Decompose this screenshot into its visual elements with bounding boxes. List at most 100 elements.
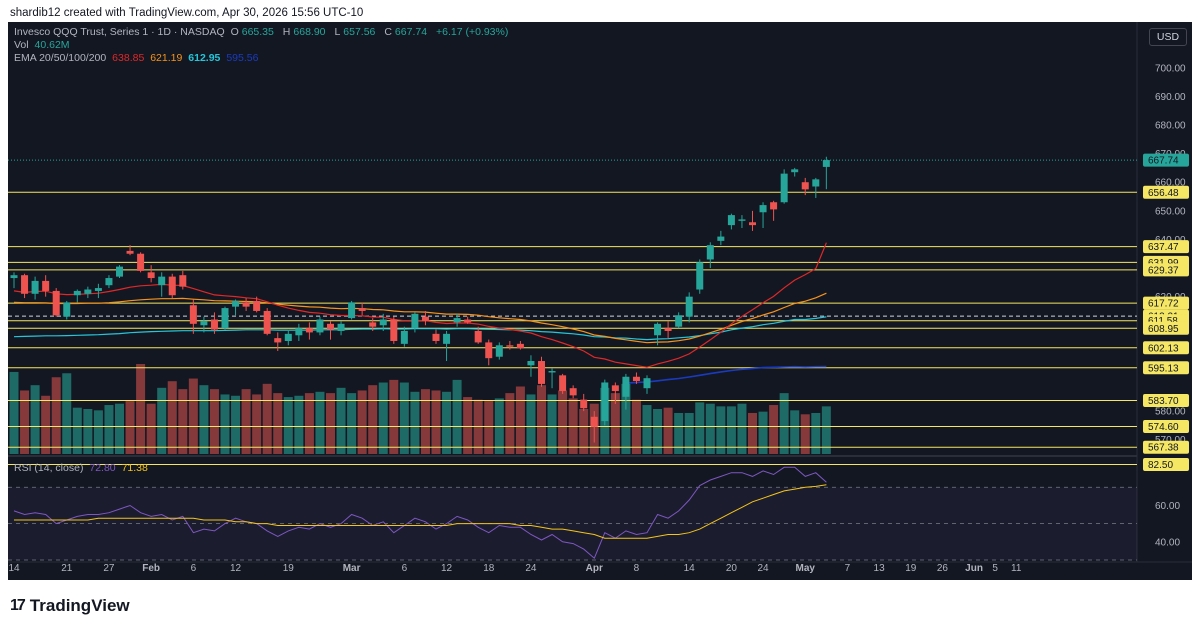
- candle-body: [780, 173, 788, 203]
- chart-area[interactable]: 710.00700.00690.00680.00670.00660.00650.…: [8, 22, 1192, 580]
- last-price-label-bg: [1143, 153, 1189, 167]
- volume-bar: [41, 395, 51, 454]
- candle-body: [137, 253, 145, 271]
- rsi-level-label-text: 82.50: [1148, 460, 1173, 471]
- level-price-label-bg: [1143, 185, 1189, 199]
- date-tick-label: 12: [441, 563, 453, 574]
- volume-bar: [157, 387, 167, 454]
- rsi-ma-line: [14, 484, 827, 539]
- candle-body: [10, 275, 18, 279]
- volume-bar: [442, 391, 452, 454]
- rsi-tick-label: 60.00: [1155, 501, 1180, 512]
- candle-body: [358, 308, 366, 311]
- candle-body: [822, 160, 830, 167]
- candle-body: [770, 202, 778, 210]
- candle-body: [305, 328, 313, 333]
- volume-bar: [769, 405, 779, 454]
- volume-bar: [642, 405, 652, 454]
- candle-body: [84, 289, 92, 294]
- volume-bar: [748, 412, 757, 454]
- chart-canvas[interactable]: 710.00700.00690.00680.00670.00660.00650.…: [8, 22, 1192, 580]
- volume-bar: [705, 403, 715, 454]
- volume-bar: [199, 385, 209, 454]
- candle-body: [464, 319, 472, 323]
- price-tick-label: 660.00: [1155, 178, 1186, 189]
- level-price-label: 608.95: [1143, 321, 1189, 335]
- candle-body: [263, 310, 271, 334]
- price-tick-label: 700.00: [1155, 63, 1186, 74]
- date-tick-label: 27: [103, 563, 115, 574]
- date-tick-label: Feb: [142, 563, 160, 574]
- high-label: H: [282, 26, 291, 38]
- candle-body: [210, 319, 218, 330]
- rsi-tick-label: 40.00: [1155, 537, 1180, 548]
- volume-legend: Vol 40.62M: [14, 39, 73, 52]
- rsi-line: [13, 466, 827, 560]
- level-price-label-bg: [1143, 394, 1189, 408]
- last-price-label-text: 667.74: [1148, 156, 1179, 167]
- candle-body: [443, 333, 451, 344]
- candle-body: [485, 342, 493, 359]
- candle-body: [94, 288, 102, 291]
- date-tick-label: 13: [874, 563, 886, 574]
- date-tick-label: 12: [230, 563, 242, 574]
- level-price-label-text: 611.58: [1148, 316, 1178, 327]
- volume-value: 40.62M: [34, 39, 70, 51]
- volume-bar: [505, 393, 515, 454]
- volume-bar: [431, 390, 441, 454]
- volume-bar: [790, 410, 800, 454]
- rsi-level-label: 82.50: [1143, 458, 1189, 472]
- candle-body: [611, 385, 619, 392]
- candle-body: [749, 222, 756, 226]
- candle-body: [538, 361, 545, 384]
- volume-bar: [484, 401, 494, 454]
- candle-body: [221, 308, 229, 329]
- date-tick-label: 19: [283, 563, 295, 574]
- volume-bar: [737, 403, 747, 454]
- volume-bar: [610, 393, 620, 454]
- candle-body: [569, 388, 577, 396]
- low-value: 657.56: [343, 26, 376, 38]
- volume-bar: [779, 393, 789, 454]
- candle-body: [432, 333, 440, 341]
- date-tick-label: 7: [845, 563, 851, 574]
- volume-bar: [663, 407, 673, 454]
- level-price-label: 583.70: [1143, 394, 1189, 408]
- candle-body: [706, 245, 714, 260]
- candle-body: [632, 376, 640, 382]
- volume-bar: [93, 410, 103, 454]
- rsi-level-label-bg: [1143, 458, 1189, 472]
- volume-bar: [378, 382, 388, 454]
- candle-body: [168, 276, 176, 296]
- level-price-label-text: 656.48: [1148, 188, 1179, 199]
- volume-bar: [515, 386, 525, 454]
- volume-bar: [20, 390, 30, 454]
- candle-body: [73, 290, 81, 296]
- volume-bar: [526, 394, 536, 454]
- volume-bar: [315, 391, 325, 454]
- volume-bar: [178, 389, 188, 454]
- level-price-label-bg: [1143, 263, 1189, 277]
- volume-bar: [188, 378, 198, 454]
- date-tick-label: 6: [402, 563, 408, 574]
- date-tick-label: 21: [61, 563, 73, 574]
- candle-body: [348, 302, 356, 319]
- date-tick-label: 26: [937, 563, 949, 574]
- tradingview-logo[interactable]: 17 TradingView: [10, 596, 130, 616]
- candle-body: [232, 300, 240, 307]
- currency-button[interactable]: USD: [1149, 28, 1187, 46]
- date-tick-label: 5: [992, 563, 998, 574]
- volume-bar: [410, 391, 420, 454]
- rsi-legend: RSI (14, close) 72.80 71.38: [14, 462, 151, 475]
- volume-bar: [716, 406, 726, 454]
- volume-bar: [811, 412, 821, 454]
- candle-body: [548, 371, 556, 373]
- volume-bar: [241, 389, 251, 454]
- candle-body: [506, 345, 514, 347]
- level-price-label-bg: [1143, 361, 1189, 375]
- candle-body: [105, 278, 113, 286]
- volume-bar: [347, 393, 357, 454]
- volume-label: Vol: [14, 39, 29, 51]
- candle-body: [179, 275, 187, 287]
- volume-bar: [304, 393, 314, 454]
